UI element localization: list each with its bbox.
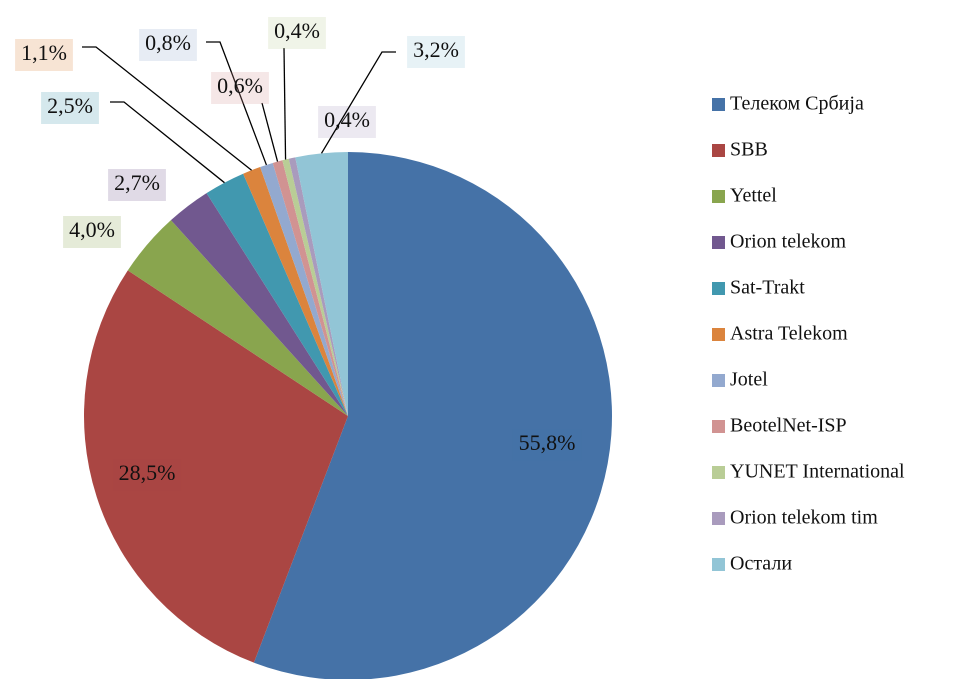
legend-swatch (712, 512, 725, 525)
data-label-text: 28,5% (119, 460, 176, 485)
legend-label: Orion telekom tim (730, 507, 878, 529)
leader-line (320, 51, 396, 154)
data-label: 0,8% (139, 29, 197, 61)
data-label: 2,5% (41, 92, 99, 124)
pie-slice (127, 220, 349, 416)
legend-swatch (712, 190, 725, 203)
legend-swatch (712, 328, 725, 341)
leader-line (206, 41, 268, 166)
data-label: 1,1% (15, 39, 73, 71)
data-label-text: 1,1% (21, 40, 67, 65)
pie-slice (272, 160, 348, 416)
legend-label: Orion telekom (730, 231, 847, 253)
data-label: 4,0% (63, 216, 121, 248)
legend-label: Yettel (730, 185, 777, 207)
legend-label: YUNET International (730, 461, 905, 483)
pie-slice (83, 270, 348, 663)
data-label-text: 55,8% (519, 430, 576, 455)
legend-swatch (712, 98, 725, 111)
legend-swatch (712, 374, 725, 387)
data-label-text: 4,0% (69, 217, 115, 242)
data-label-bg (139, 29, 197, 61)
leader-line (261, 102, 279, 162)
data-label-bg (407, 36, 465, 68)
data-label-text: 0,6% (217, 73, 263, 98)
legend-label: Jotel (730, 369, 768, 391)
data-label: 55,8% (512, 429, 582, 461)
legend-label: Остали (730, 553, 792, 575)
pie-slice (206, 173, 348, 416)
legend-label: BeotelNet-ISP (730, 415, 847, 437)
data-label-text: 2,7% (114, 170, 160, 195)
data-label-text: 0,8% (145, 30, 191, 55)
leader-line (283, 47, 287, 160)
leader-line (82, 46, 252, 171)
pie-slice (253, 152, 612, 679)
data-label: 0,4% (268, 17, 326, 49)
legend-label: Astra Telekom (730, 323, 848, 345)
pie-slice (243, 167, 348, 416)
data-label-text: 3,2% (413, 37, 459, 62)
legend-label: SBB (730, 139, 768, 161)
legend-label: Телеком Србија (730, 93, 864, 115)
data-label-bg (63, 216, 121, 248)
legend-swatch (712, 420, 725, 433)
pie-slice (295, 152, 348, 416)
legend-swatch (712, 558, 725, 571)
legend-swatch (712, 282, 725, 295)
legend-swatch (712, 466, 725, 479)
pie-slice (170, 193, 348, 416)
data-label-bg (211, 72, 269, 104)
data-label-bg (41, 92, 99, 124)
data-label: 28,5% (112, 459, 182, 491)
data-label-bg (268, 17, 326, 49)
pie-slice (288, 157, 348, 416)
leader-line (110, 101, 225, 184)
data-label: 3,2% (407, 36, 465, 68)
data-label-bg (15, 39, 73, 71)
pie-slice (282, 158, 348, 416)
data-label-bg (512, 429, 582, 461)
pie-slice (260, 162, 348, 416)
data-label: 0,6% (211, 72, 269, 104)
legend-label: Sat-Trakt (730, 277, 805, 299)
data-label-text: 0,4% (274, 18, 320, 43)
data-label-bg (108, 169, 166, 201)
legend-swatch (712, 236, 725, 249)
data-label: 2,7% (108, 169, 166, 201)
legend-swatch (712, 144, 725, 157)
data-label-text: 2,5% (47, 93, 93, 118)
data-label-bg (112, 459, 182, 491)
